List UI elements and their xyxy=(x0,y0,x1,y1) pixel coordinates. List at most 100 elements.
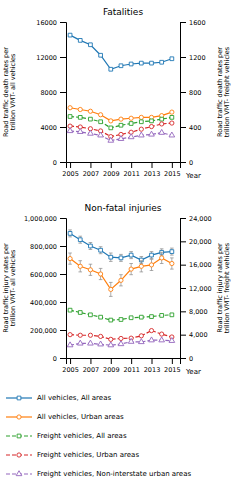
marker xyxy=(88,130,94,135)
tick-mark xyxy=(180,358,186,359)
tick-label: 12,000 xyxy=(189,285,212,293)
tick-mark xyxy=(60,127,66,128)
marker xyxy=(98,113,102,117)
marker xyxy=(139,264,143,268)
tick-mark xyxy=(172,358,173,364)
tick: 1200 xyxy=(180,54,206,62)
marker xyxy=(129,116,133,120)
marker xyxy=(77,129,83,134)
axis-line xyxy=(67,163,181,169)
marker xyxy=(170,121,174,125)
tick: 4,000 xyxy=(180,331,208,339)
tick-label: 8,000 xyxy=(189,308,208,316)
error-bars xyxy=(68,252,173,296)
marker xyxy=(98,272,102,276)
tick-mark xyxy=(111,162,112,168)
marker xyxy=(149,263,153,267)
marker xyxy=(160,117,164,121)
tick-label: 400 xyxy=(189,124,201,132)
tick: 2015 xyxy=(164,162,181,178)
tick-mark xyxy=(152,162,153,168)
tick: 8000 xyxy=(40,89,66,97)
tick-label: 0 xyxy=(189,159,193,167)
series-markers xyxy=(67,337,174,347)
marker xyxy=(68,308,72,312)
tick: 4000 xyxy=(40,124,66,132)
tick-label: 2005 xyxy=(62,366,79,374)
error-bar xyxy=(119,275,123,286)
marker xyxy=(99,248,103,252)
tick-mark xyxy=(180,241,186,242)
tick: 200,000 xyxy=(30,327,66,335)
y2-axis-title: Road traffic injury rates pertrillion VM… xyxy=(216,242,231,333)
marker xyxy=(68,115,72,119)
series-markers xyxy=(68,33,174,71)
tick-mark xyxy=(180,218,186,219)
marker xyxy=(150,315,154,319)
marker xyxy=(129,253,133,257)
tick-label: 16,000 xyxy=(189,261,212,269)
marker xyxy=(109,119,113,123)
series-line xyxy=(70,258,172,290)
marker xyxy=(78,39,82,43)
y2-axis: 040080012001600 xyxy=(180,19,206,167)
tick: 2005 xyxy=(62,358,79,374)
legend-item: All vehicles, All areas xyxy=(6,394,111,402)
marker xyxy=(169,338,175,343)
tick-label: 2013 xyxy=(144,366,161,374)
legend-marker xyxy=(17,453,21,457)
tick: 2013 xyxy=(144,162,161,178)
marker xyxy=(109,67,113,71)
tick-label: 0 xyxy=(53,159,57,167)
error-bar xyxy=(140,261,144,272)
x-axis: 200520072009201120132015 xyxy=(62,162,180,178)
error-bar xyxy=(89,243,93,250)
tick-label: 2005 xyxy=(62,170,79,178)
marker xyxy=(109,287,113,291)
tick: 600,000 xyxy=(30,271,66,279)
x-axis-title: Year xyxy=(185,368,201,376)
tick: 0 xyxy=(53,355,66,363)
marker xyxy=(99,315,103,319)
error-bar xyxy=(119,254,123,261)
y2-axis-title-line: trillion VMT- freight vehicles xyxy=(223,242,231,333)
legend-label: Freight vehicles, Non-interstate urban a… xyxy=(37,470,191,478)
marker xyxy=(138,339,144,344)
y2-axis-title: Road traffic death rates pertrillion VMT… xyxy=(216,46,231,137)
y2-axis: 04,0008,00012,00016,00020,00024,000 xyxy=(180,215,212,363)
series-line xyxy=(70,340,172,345)
error-bar xyxy=(78,261,82,272)
tick: 2007 xyxy=(83,162,100,178)
tick: 2009 xyxy=(103,162,120,178)
tick-mark xyxy=(180,311,186,312)
tick-label: 2011 xyxy=(123,366,140,374)
marker xyxy=(68,232,72,236)
marker xyxy=(159,129,165,134)
tick: 1,000,000 xyxy=(24,215,66,223)
marker xyxy=(150,253,154,257)
tick-mark xyxy=(60,162,66,163)
tick: 16000 xyxy=(36,19,66,27)
tick-mark xyxy=(131,162,132,168)
tick-label: 20,000 xyxy=(189,238,212,246)
series-markers xyxy=(67,128,174,143)
marker xyxy=(109,255,113,259)
marker xyxy=(98,341,104,346)
series-line xyxy=(70,35,172,69)
axis-line xyxy=(67,359,181,365)
marker xyxy=(170,57,174,61)
y-axis: 0400080001200016000 xyxy=(36,19,66,167)
tick-mark xyxy=(60,218,66,219)
tick-label: 800 xyxy=(189,89,201,97)
legend-label: Freight vehicles, Urban areas xyxy=(37,451,139,459)
marker xyxy=(139,334,143,338)
series-line xyxy=(70,131,172,141)
tick-label: 8000 xyxy=(40,89,57,97)
tick-label: 4,000 xyxy=(189,331,208,339)
plot-area xyxy=(67,230,174,347)
y-axis-title: Road traffic injury rates pertrillion VM… xyxy=(2,243,17,333)
marker xyxy=(139,127,143,131)
series-markers xyxy=(68,328,174,341)
tick-label: 0 xyxy=(189,355,193,363)
marker xyxy=(149,328,153,332)
